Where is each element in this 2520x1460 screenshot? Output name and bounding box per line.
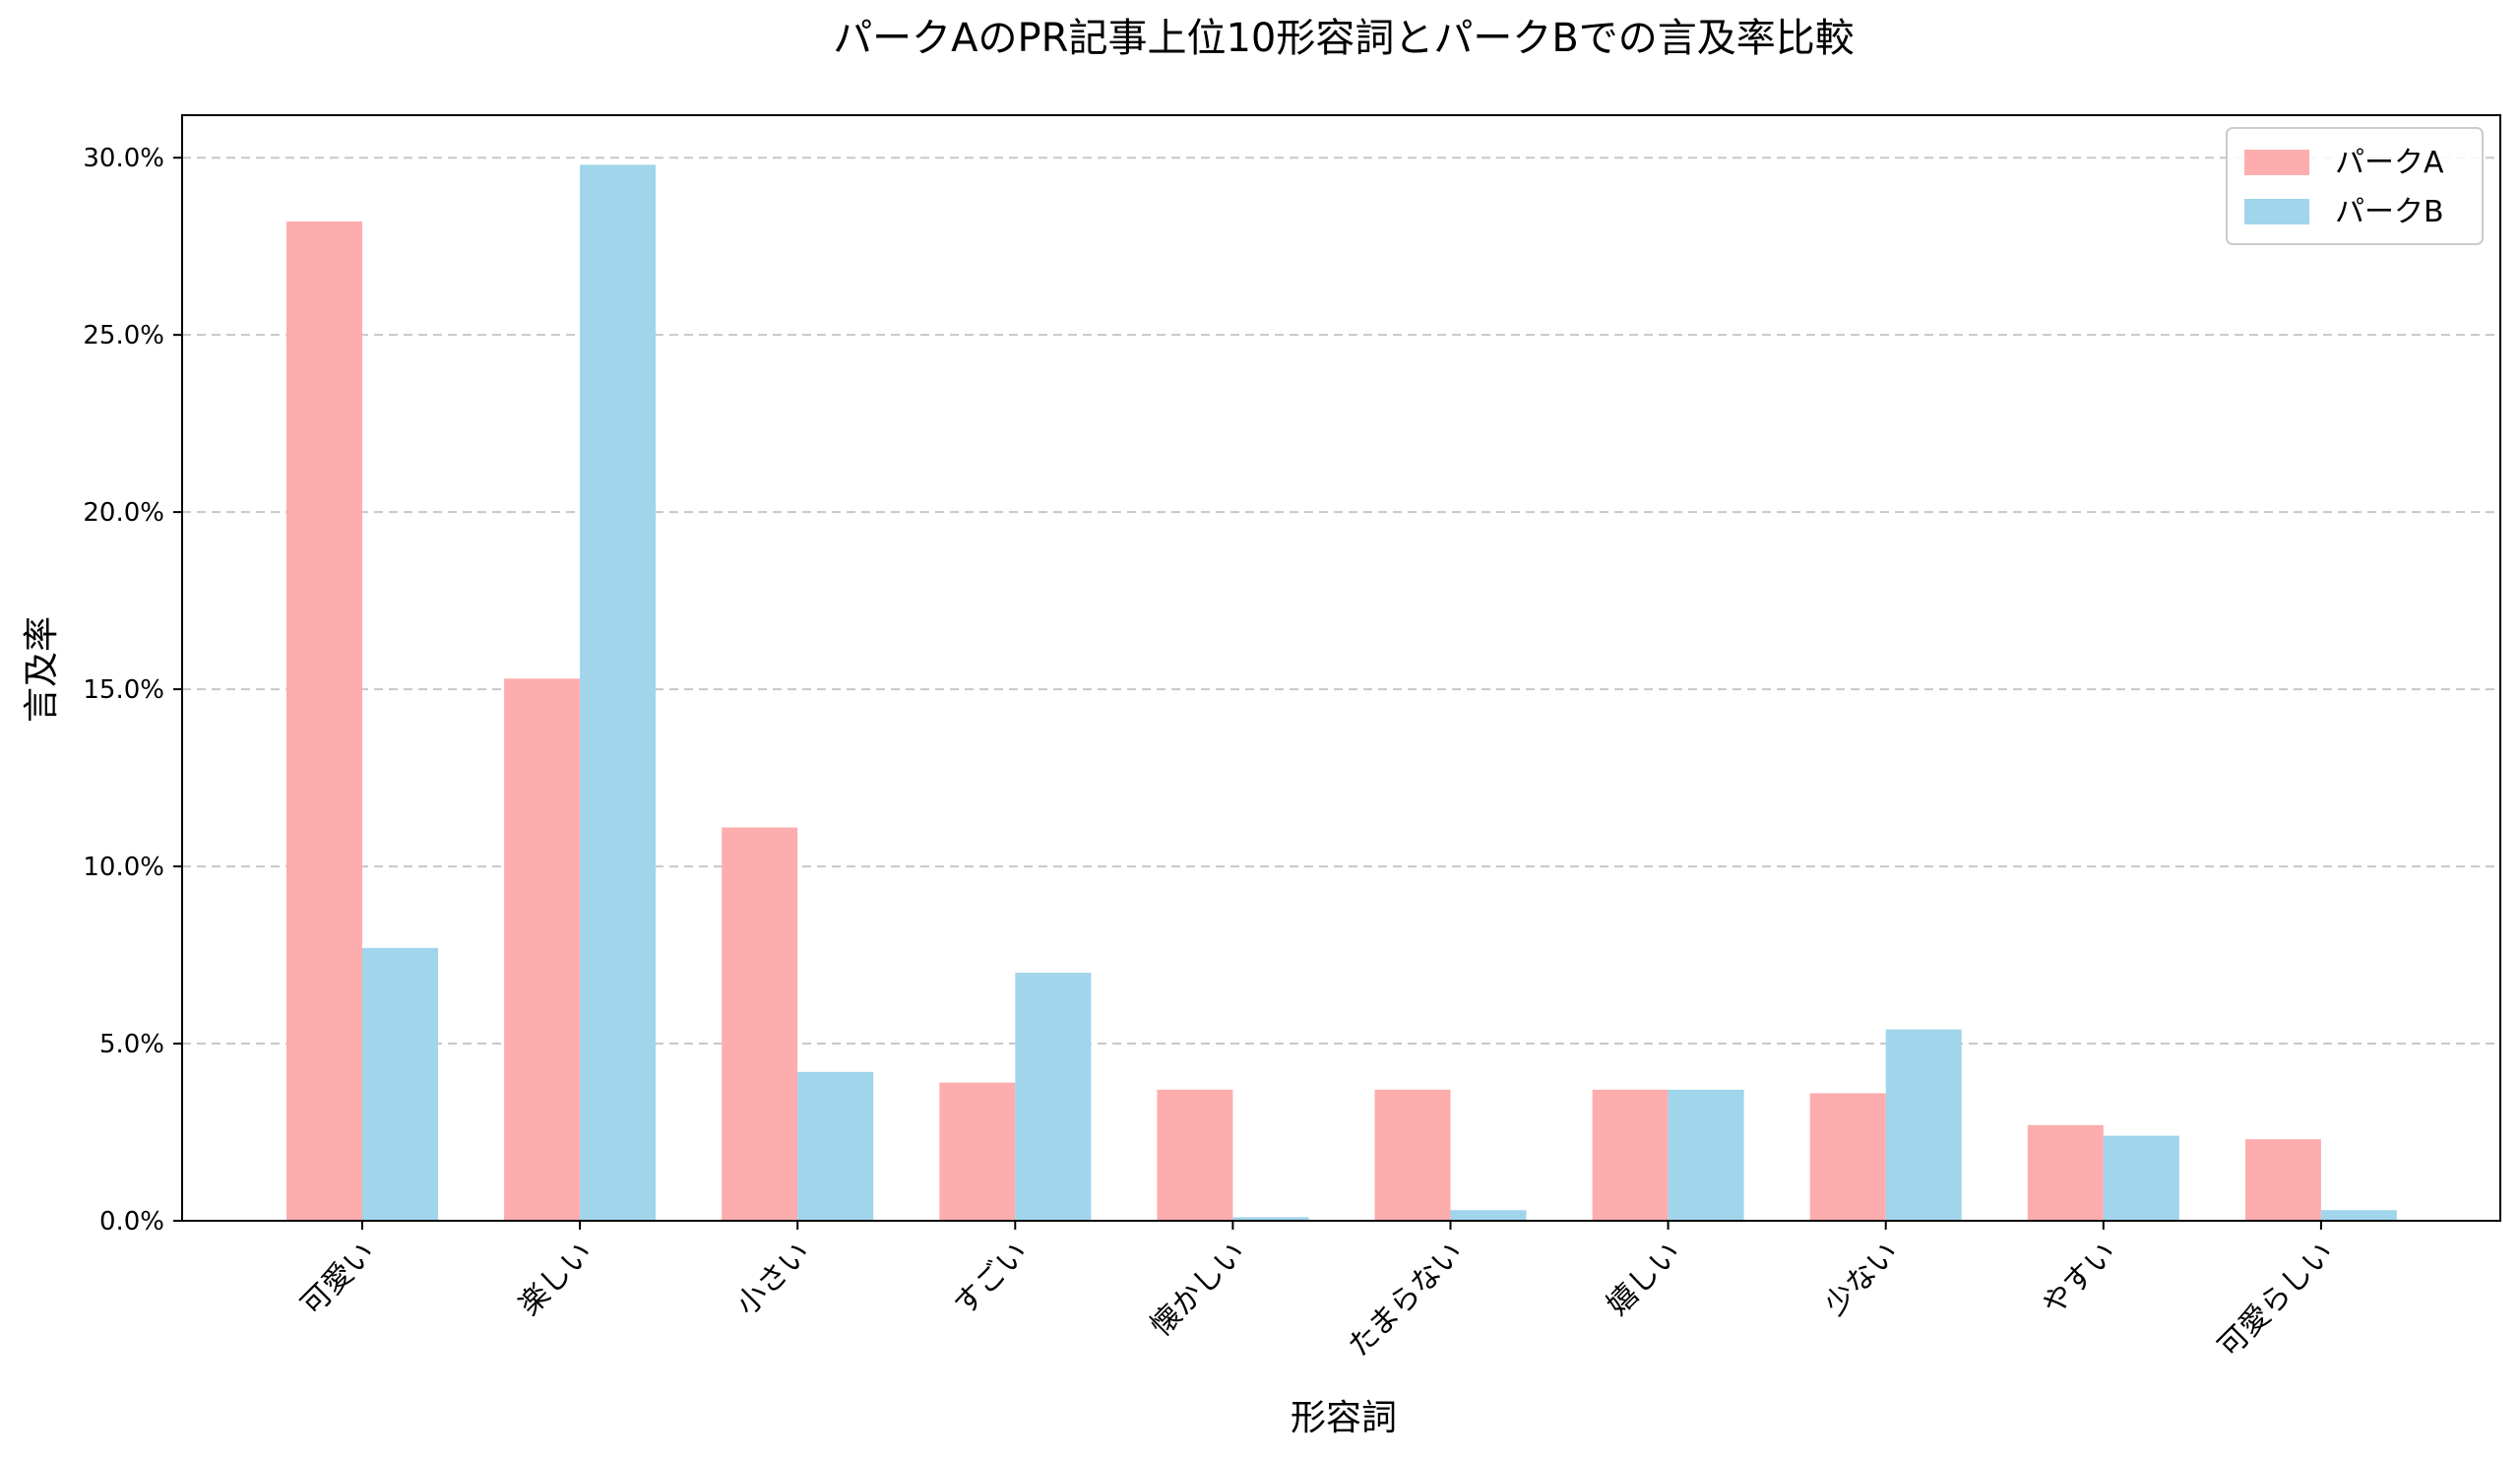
legend: パークA パークB: [2226, 127, 2484, 245]
bar-park-b: [1450, 1210, 1527, 1221]
bar-park-a: [1157, 1089, 1233, 1221]
x-tick-label: 楽しい: [512, 1236, 598, 1322]
y-tick-label: 30.0%: [83, 144, 164, 173]
y-tick-label: 0.0%: [99, 1207, 164, 1237]
x-tick-label: やすい: [2036, 1236, 2122, 1322]
chart-title: パークAのPR記事上位10形容詞とパークBでの言及率比較: [833, 16, 1855, 61]
y-tick-label: 20.0%: [83, 498, 164, 528]
bar-park-a: [722, 827, 798, 1221]
bar-park-a: [1592, 1089, 1669, 1221]
bars: [286, 164, 2397, 1222]
bar-park-b: [1015, 973, 1092, 1221]
x-axis-ticks: 可愛い 楽しい 小さい すごい 懐かしい たまらない 嬉しい 少ない やすい 可愛らしい: [294, 1221, 2341, 1365]
bar-park-b: [1232, 1217, 1309, 1221]
plot-frame: [181, 114, 2501, 1222]
x-axis-label: 形容詞: [1291, 1398, 1397, 1438]
y-axis-ticks: 0.0% 5.0% 10.0% 15.0% 20.0% 25.0% 30.0%: [83, 144, 182, 1237]
legend-swatch-park-a: [2244, 150, 2309, 175]
bar-park-b: [362, 947, 438, 1221]
bar-park-a: [1374, 1089, 1451, 1221]
y-tick-label: 5.0%: [99, 1030, 164, 1059]
bar-park-a: [1809, 1093, 1886, 1221]
legend-swatch-park-b: [2244, 199, 2309, 224]
bar-park-a: [286, 221, 362, 1221]
legend-label: パークA: [2335, 146, 2444, 180]
y-tick-label: 10.0%: [83, 853, 164, 882]
bar-park-b: [797, 1071, 874, 1221]
x-tick-label: 可愛い: [294, 1236, 381, 1322]
bar-park-b: [580, 164, 657, 1222]
bar-park-b: [1885, 1029, 1962, 1221]
x-tick-label: 小さい: [729, 1236, 816, 1322]
x-tick-label: すごい: [948, 1236, 1035, 1322]
y-tick-label: 25.0%: [83, 321, 164, 350]
bar-park-a: [2027, 1124, 2104, 1221]
bar-park-b: [2103, 1135, 2179, 1221]
y-axis-label: 言及率: [22, 616, 62, 723]
x-tick-label: たまらない: [1342, 1236, 1470, 1364]
bar-park-a: [2244, 1139, 2321, 1221]
bar-park-b: [2320, 1210, 2397, 1221]
bar-park-a: [504, 678, 581, 1221]
x-tick-label: 少ない: [1818, 1236, 1905, 1322]
y-tick-label: 15.0%: [83, 675, 164, 705]
x-tick-label: 嬉しい: [1601, 1236, 1687, 1322]
bar-park-b: [1668, 1089, 1744, 1221]
x-tick-label: 可愛らしい: [2212, 1236, 2341, 1365]
bar-park-a: [939, 1082, 1016, 1221]
x-tick-label: 懐かしい: [1144, 1236, 1252, 1344]
legend-label: パークB: [2335, 195, 2444, 229]
